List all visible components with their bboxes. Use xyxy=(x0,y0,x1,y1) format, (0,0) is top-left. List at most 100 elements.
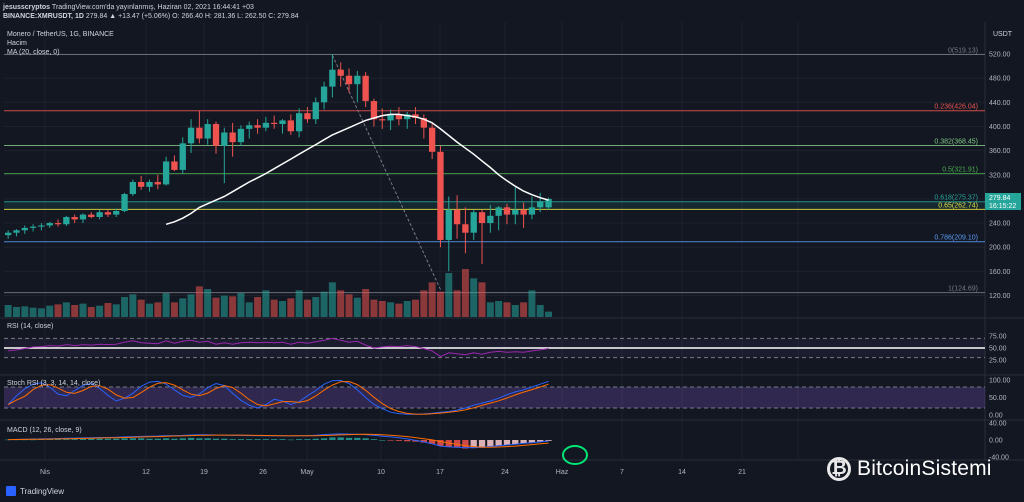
volume-bars xyxy=(4,269,553,317)
symbol: BINANCE:XMRUSDT, 1D xyxy=(3,13,84,20)
macd-histogram-bar xyxy=(337,437,344,440)
candle-body xyxy=(437,151,444,240)
price-tick: 160.00 xyxy=(989,269,1011,276)
volume-bar xyxy=(154,302,162,317)
volume-bar xyxy=(520,302,528,317)
candle-body xyxy=(337,69,344,76)
macd-histogram-bar xyxy=(179,438,186,440)
fib-label: 0.382(368.45) xyxy=(934,138,978,145)
signal-series xyxy=(8,433,549,448)
macd-histogram-bar xyxy=(428,440,436,444)
time-tick: 7 xyxy=(620,469,624,476)
volume-bar xyxy=(453,290,461,317)
volume-bar xyxy=(362,289,370,317)
volume-bar xyxy=(428,282,436,317)
volume-bar xyxy=(229,296,237,317)
volume-bar xyxy=(179,298,187,317)
macd-histogram-bar xyxy=(212,438,220,440)
macd-histogram-bar xyxy=(420,440,427,443)
candle-body xyxy=(29,226,37,228)
legend-ma: MA (20, close, 0) xyxy=(7,49,60,56)
macd-histogram-bar xyxy=(295,439,303,440)
macd-histogram-bar xyxy=(487,440,494,447)
time-tick: Haz xyxy=(556,469,569,476)
volume-bar xyxy=(162,293,170,317)
volume-bar xyxy=(445,273,453,317)
candle-body xyxy=(88,214,95,218)
macd-histogram-bar xyxy=(196,438,203,440)
author[interactable]: jesusscryptos xyxy=(3,4,51,11)
published-text: TradingView.com'da yayınlanmış, Haziran … xyxy=(51,4,254,11)
price-tick: 440.00 xyxy=(989,100,1011,107)
candle-body xyxy=(445,209,452,240)
macd-histogram-bar xyxy=(146,438,153,440)
candle-body xyxy=(104,212,112,215)
macd-label: MACD (12, 26, close, 9) xyxy=(7,427,82,434)
candle-body xyxy=(495,207,502,216)
fib-label: 0.786(209.10) xyxy=(934,235,978,242)
macd-histogram-bar xyxy=(287,439,294,441)
volume-bar xyxy=(328,282,336,317)
volume-bar xyxy=(46,305,54,317)
candle-body xyxy=(545,198,552,208)
fib-zone xyxy=(4,201,985,210)
price-tick: 120.00 xyxy=(989,293,1011,300)
macd-histogram-bar xyxy=(370,439,378,440)
candle-body xyxy=(146,181,153,187)
stoch-tick: 100.00 xyxy=(989,378,1011,385)
macd-histogram-bar xyxy=(154,438,161,440)
candle-body xyxy=(212,124,220,146)
candle-body xyxy=(246,125,253,129)
volume-bar xyxy=(337,290,345,317)
macd-tick: -40.00 xyxy=(989,455,1009,462)
macd-histogram-bar xyxy=(63,439,70,440)
time-tick: 21 xyxy=(738,469,746,476)
macd-pane xyxy=(4,433,588,465)
macd-histogram-bar xyxy=(354,437,361,440)
volume-bar xyxy=(403,301,411,317)
price-tick: 520.00 xyxy=(989,52,1011,59)
volume-bar xyxy=(137,299,145,317)
macd-histogram-bar xyxy=(113,438,120,440)
rsi-tick: 50.00 xyxy=(989,346,1007,353)
legend-title: Monero / TetherUS, 1G, BINANCE xyxy=(7,31,114,38)
time-tick: 10 xyxy=(377,469,385,476)
fib-label: 0.5(321.91) xyxy=(942,167,978,174)
candle-body xyxy=(470,212,477,233)
candle-body xyxy=(428,127,436,152)
macd-histogram-bar xyxy=(512,440,519,445)
legend-volume: Hacim xyxy=(7,40,27,47)
macd-histogram-bar xyxy=(320,438,328,440)
candle-body xyxy=(379,119,386,121)
candle-body xyxy=(295,113,303,132)
candle-body xyxy=(221,132,228,146)
volume-bar xyxy=(503,302,511,317)
volume-bar xyxy=(345,294,353,317)
time-tick: 19 xyxy=(200,469,208,476)
volume-bar xyxy=(29,307,37,317)
candle-body xyxy=(503,207,511,215)
volume-bar xyxy=(262,290,270,317)
candle-body xyxy=(520,209,527,215)
macd-histogram-bar xyxy=(329,437,336,440)
candle-body xyxy=(453,209,461,225)
macd-histogram-bar xyxy=(379,440,386,441)
macd-histogram-bar xyxy=(229,439,236,440)
volume-bar xyxy=(170,302,178,317)
fib-label: 0.618(275.37) xyxy=(934,195,978,202)
time-tick: 14 xyxy=(678,469,686,476)
fib-label: 0(519.13) xyxy=(948,48,978,55)
candle-body xyxy=(187,127,195,144)
candle-body xyxy=(404,114,411,120)
candle-body xyxy=(370,101,378,120)
bitcoin-icon: ₿ xyxy=(827,457,851,481)
candle-body xyxy=(171,161,178,170)
highlight-circle xyxy=(562,445,588,465)
volume-bar xyxy=(420,290,428,317)
macd-histogram-bar xyxy=(54,439,62,440)
candle-body xyxy=(312,102,319,120)
tradingview-brand[interactable]: TradingView xyxy=(6,486,64,496)
macd-histogram-bar xyxy=(187,437,195,440)
